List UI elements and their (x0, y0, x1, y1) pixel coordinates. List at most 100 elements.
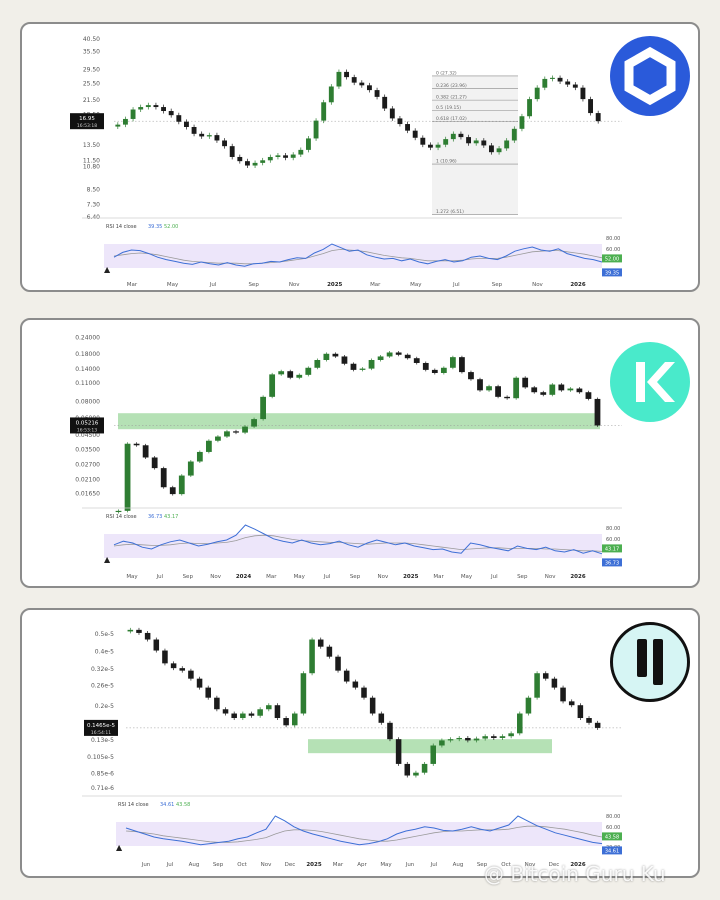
x-tick-label: Nov (532, 282, 543, 288)
candle-body (187, 461, 194, 476)
x-tick-label: Jul (156, 574, 164, 580)
candle-body (153, 639, 160, 651)
candle-body (412, 130, 418, 138)
candle-body (323, 353, 330, 360)
candle-body (328, 86, 334, 103)
candle-body (404, 763, 411, 776)
rsi-badge (602, 254, 622, 263)
candle-body (335, 656, 341, 671)
chainlink-hexagon-icon (624, 46, 676, 106)
candle-body (332, 353, 339, 357)
candle-body (151, 457, 158, 469)
candle-body (482, 736, 488, 739)
rsi-value: 39.35 (148, 224, 162, 230)
candle-body (222, 140, 228, 147)
support-zone (118, 413, 600, 430)
candle-body (397, 118, 403, 125)
rsi-badge-label: 52.00 (605, 256, 619, 262)
candle-body (252, 162, 258, 166)
candle-body (527, 99, 533, 117)
y-tick-label: 0.03500 (75, 447, 100, 454)
candle-body (558, 384, 565, 391)
x-tick-label: Oct (501, 862, 511, 868)
candle-body (576, 388, 583, 393)
candle-body (378, 713, 385, 723)
y-tick-label: 11.50 (83, 157, 100, 164)
candle-body (473, 738, 480, 741)
countdown: 16:54:11 (91, 730, 111, 736)
candle-body (287, 371, 294, 378)
y-tick-label: 0.2e-5 (95, 703, 114, 710)
y-tick-label: 13.50 (83, 142, 100, 149)
candle-body (560, 687, 566, 702)
x-tick-label: 2024 (236, 574, 251, 580)
x-tick-label: May (167, 282, 179, 288)
y-tick-label: 7.30 (87, 201, 101, 208)
rsi-label: RSI 14 close (106, 224, 137, 230)
candle-body (504, 396, 511, 399)
candle-body (468, 372, 474, 380)
candle-body (511, 128, 517, 141)
candle-body (540, 392, 547, 395)
x-tick-label: Nov (378, 574, 389, 580)
candle-body (214, 135, 220, 141)
candle-body (248, 713, 255, 716)
y-tick-label: 29.50 (83, 67, 100, 74)
x-tick-label: Nov (525, 862, 536, 868)
rsi-badge (602, 268, 622, 277)
rsi-badge-label: 39.35 (605, 270, 619, 276)
candle-body (386, 352, 393, 357)
candle-body (496, 148, 502, 153)
support-zone (308, 739, 552, 754)
fib-area (432, 75, 518, 215)
candle-body (336, 71, 342, 87)
fib-label: 1 (10.96) (436, 159, 457, 165)
x-tick-label: Aug (189, 862, 200, 868)
chart-card-pepe: 0.5e-50.4e-50.32e-50.26e-50.2e-50.16e-50… (20, 608, 700, 878)
countdown: 16:53:13 (77, 427, 97, 433)
y-tick-label: 21.50 (83, 97, 100, 104)
candle-body (513, 377, 520, 399)
candle-body (405, 124, 411, 131)
rsi-badge-label: 36.73 (605, 560, 619, 566)
rsi-ma-value: 43.58 (176, 802, 190, 808)
rsi-badge (602, 832, 622, 841)
candle-body (351, 77, 357, 83)
y-tick-label: 0.13e-5 (91, 737, 114, 744)
candle-body (260, 396, 267, 420)
rsi-scale-label: 80.00 (606, 526, 620, 532)
candle-body (456, 737, 462, 740)
x-tick-label: Nov (210, 574, 221, 580)
candle-body (387, 722, 393, 740)
candle-body (214, 697, 220, 710)
candle-body (352, 681, 359, 688)
y-tick-label: 0.18000 (75, 351, 100, 358)
rsi-band (116, 822, 602, 846)
candle-body (199, 133, 205, 137)
candle-body (508, 733, 514, 737)
x-tick-label: Aug (453, 862, 464, 868)
candle-body (450, 133, 456, 140)
rsi-scale-label: 60.00 (606, 247, 620, 253)
y-tick-label: 40.50 (83, 36, 100, 43)
price-badge (84, 719, 118, 736)
watermark: @ Bitcoin Guru Ku (484, 862, 666, 886)
y-tick-label: 0.71e-6 (91, 785, 114, 792)
candle-body (130, 109, 136, 119)
candle-body (257, 709, 263, 716)
candle-body (594, 398, 601, 426)
y-tick-label: 0.85e-6 (91, 771, 114, 778)
candle-body (269, 374, 276, 397)
candle-body (196, 451, 203, 462)
candle-body (274, 705, 281, 719)
candle-body (283, 718, 289, 726)
candle-body (486, 386, 492, 391)
candle-body (314, 359, 321, 368)
candle-body (382, 96, 388, 109)
candle-body (359, 368, 366, 370)
x-tick-label: Jul (323, 574, 331, 580)
rsi-badge-label: 43.58 (605, 834, 619, 840)
x-tick-label: Jul (490, 574, 498, 580)
rsi-label: RSI 14 close (118, 802, 149, 808)
candle-body (145, 105, 151, 108)
